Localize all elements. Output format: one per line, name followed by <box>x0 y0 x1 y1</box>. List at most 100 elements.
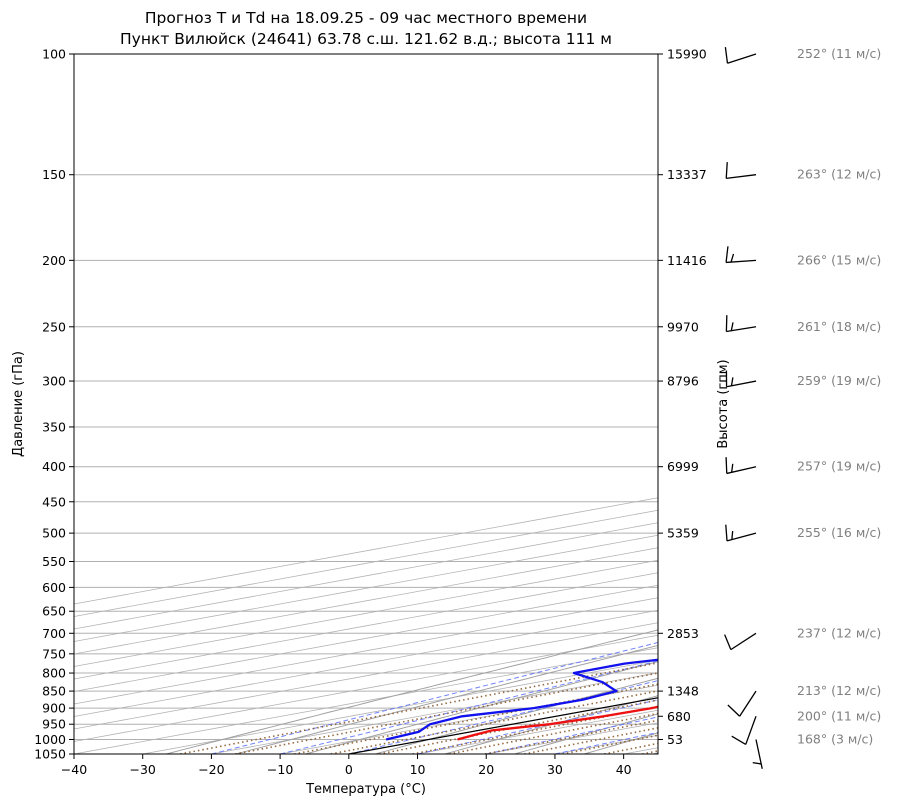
height-axis-label: Высота (гпм) <box>716 359 731 448</box>
barb-feather <box>724 634 732 650</box>
wind-label: 200° (11 м/с) <box>797 708 881 723</box>
x-tick-label: 20 <box>478 762 494 777</box>
x-tick-label: −10 <box>267 762 293 777</box>
barb-staff <box>726 174 757 180</box>
x-tick-label: −20 <box>198 762 224 777</box>
isotherm-line <box>761 54 900 754</box>
wind-label: 266° (15 м/с) <box>797 252 881 267</box>
barb-staff <box>739 690 757 717</box>
y-tick-label: 350 <box>42 419 66 434</box>
barb-feather <box>752 762 762 765</box>
dry-adiabat <box>375 677 658 754</box>
barb-staff <box>745 716 757 745</box>
dry-adiabat <box>793 54 900 754</box>
isotherm-line <box>74 509 658 617</box>
y-tick-label: 700 <box>42 626 66 641</box>
pressure-grid <box>74 54 900 754</box>
wind-barb <box>731 716 757 746</box>
isotherm-line <box>74 522 658 630</box>
reference-isotherm <box>348 697 658 754</box>
y-tick-label: 550 <box>42 554 66 569</box>
y-axis-label: Давление (гПа) <box>11 351 26 457</box>
isotherm-line <box>348 697 658 754</box>
barb-staff <box>755 739 763 769</box>
wind-barb <box>724 47 757 64</box>
dry-adiabats <box>166 54 900 754</box>
barb-staff <box>730 632 757 651</box>
y-tick-label: 500 <box>42 526 66 541</box>
moist-adiabat <box>279 660 658 754</box>
title-line-2: Пункт Вилюйск (24641) 63.78 с.ш. 121.62 … <box>120 30 612 48</box>
y-tick-label: 1000 <box>34 732 66 747</box>
chart-title: Прогноз T и Td на 18.09.25 - 09 час мест… <box>74 8 658 50</box>
height-tick-label: 6999 <box>667 459 699 474</box>
wind-label: 263° (12 м/с) <box>797 167 881 182</box>
y-tick-label: 1050 <box>34 747 66 762</box>
wind-barb <box>725 370 757 388</box>
barb-feather <box>725 162 728 179</box>
height-tick-label: 8796 <box>667 374 699 389</box>
y-tick-label: 450 <box>42 494 66 509</box>
wind-barb <box>725 315 757 333</box>
y-tick-label: 750 <box>42 646 66 661</box>
wind-label: 261° (18 м/с) <box>797 319 881 334</box>
dry-adiabat <box>235 644 658 754</box>
wind-label: 237° (12 м/с) <box>797 625 881 640</box>
wind-barb <box>725 246 757 264</box>
plot-frame <box>73 53 659 755</box>
height-tick-label: 13337 <box>667 167 707 182</box>
isotherm-line <box>74 547 658 655</box>
x-tick-label: 30 <box>547 762 563 777</box>
height-tick-label: 53 <box>667 732 683 747</box>
y-tick-label: 400 <box>42 459 66 474</box>
isotherm-line <box>211 672 658 754</box>
barb-feather <box>727 704 741 717</box>
barb-feather <box>725 246 729 263</box>
isotherm-line <box>74 559 658 667</box>
wind-barb <box>727 690 757 717</box>
height-tick-label: 11416 <box>667 253 707 268</box>
wind-barb <box>725 162 757 180</box>
dry-adiabat <box>305 661 658 754</box>
barb-feather <box>725 457 728 474</box>
moist-adiabat <box>486 716 658 754</box>
barb-staff <box>727 53 757 64</box>
barb-feather <box>730 253 735 263</box>
barb-feather <box>730 377 734 386</box>
mixing-ratio-lines <box>180 662 658 754</box>
y-tick-label: 200 <box>42 253 66 268</box>
barb-feather <box>731 531 734 540</box>
wind-barb <box>725 524 757 542</box>
y-tick-label: 600 <box>42 580 66 595</box>
dry-adiabat <box>444 695 658 754</box>
y-tick-label: 850 <box>42 684 66 699</box>
wind-label: 213° (12 м/с) <box>797 683 881 698</box>
barb-staff <box>726 532 757 542</box>
height-tick-label: 5359 <box>667 526 699 541</box>
isotherm-line <box>74 584 658 692</box>
x-tick-label: 40 <box>616 762 632 777</box>
dewpoint-profile <box>385 658 658 741</box>
mixing-ratio-line <box>234 672 658 754</box>
barb-staff <box>726 259 757 264</box>
isotherm-line <box>74 497 658 605</box>
barb-feather <box>724 47 729 64</box>
barb-staff <box>726 466 757 475</box>
title-line-1: Прогноз T и Td на 18.09.25 - 09 час мест… <box>144 9 588 27</box>
dry-adiabat <box>653 752 658 754</box>
height-tick-label: 2853 <box>667 626 699 641</box>
x-tick-label: −30 <box>130 762 156 777</box>
height-tick-label: 9970 <box>667 319 699 334</box>
barb-staff <box>726 326 757 333</box>
isotherm-line <box>142 659 658 754</box>
wind-label: 255° (16 м/с) <box>797 525 881 540</box>
y-tick-label: 300 <box>42 374 66 389</box>
wind-barb <box>724 632 757 651</box>
isotherm-line <box>74 609 658 717</box>
isotherm-line <box>623 747 658 754</box>
x-tick-label: −40 <box>61 762 87 777</box>
moist-adiabat <box>417 699 658 754</box>
y-tick-label: 100 <box>42 47 66 62</box>
y-tick-label: 250 <box>42 319 66 334</box>
y-tick-label: 900 <box>42 701 66 716</box>
